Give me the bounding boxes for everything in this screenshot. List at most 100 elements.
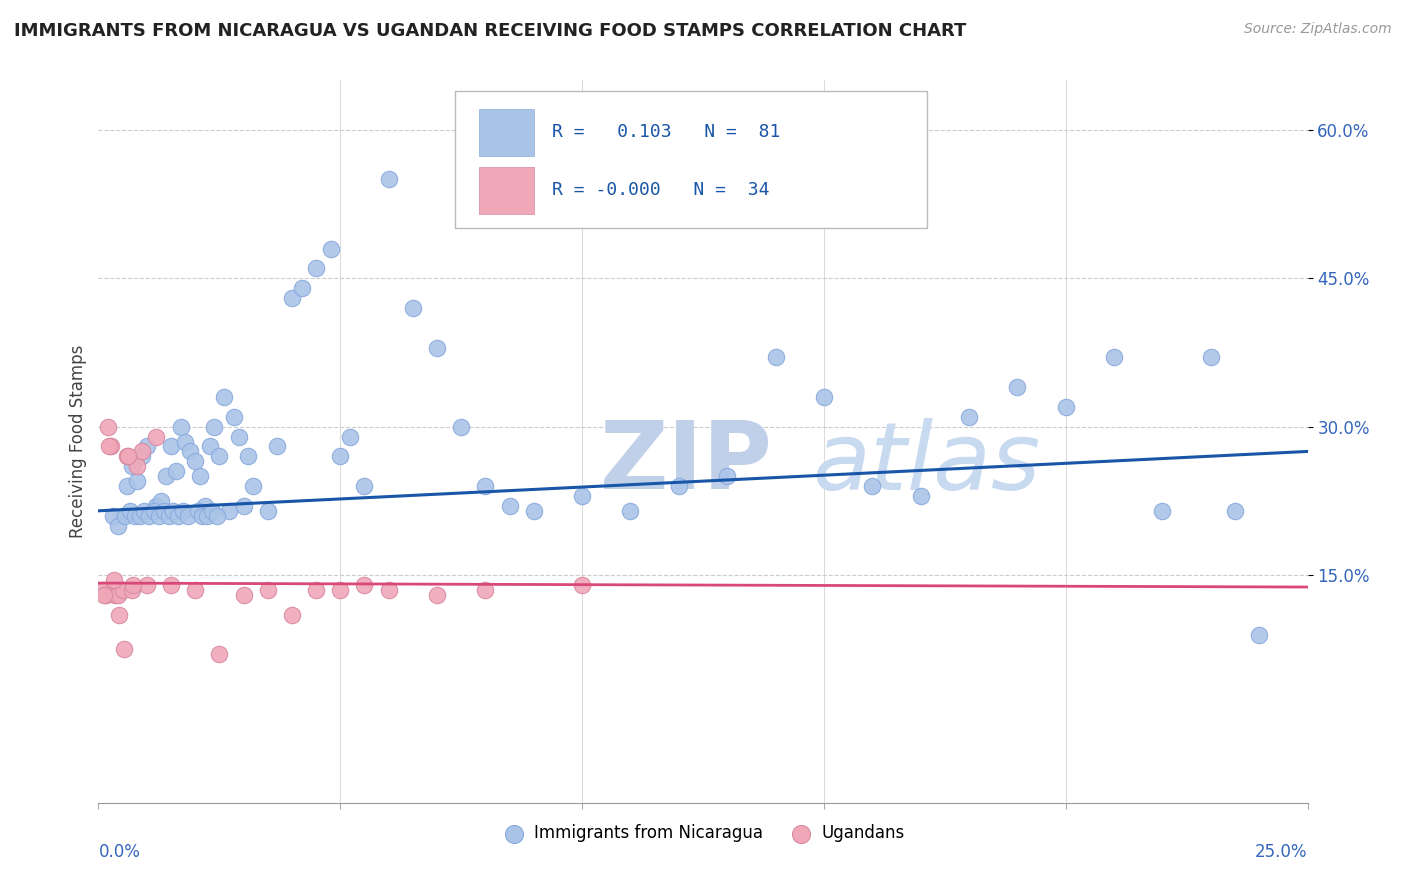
Point bbox=[127, 459, 149, 474]
Point bbox=[1102, 351, 1125, 365]
Point bbox=[97, 419, 120, 434]
Point bbox=[218, 504, 240, 518]
Point bbox=[319, 242, 342, 256]
Point bbox=[157, 508, 180, 523]
Point bbox=[498, 499, 520, 513]
Point bbox=[145, 429, 167, 443]
Point bbox=[281, 291, 304, 305]
Point bbox=[104, 588, 127, 602]
Point bbox=[103, 573, 125, 587]
Point bbox=[131, 444, 153, 458]
Point bbox=[179, 444, 201, 458]
Point bbox=[122, 578, 145, 592]
Point bbox=[117, 450, 139, 464]
Point bbox=[353, 578, 375, 592]
Point bbox=[205, 508, 228, 523]
Text: R = -0.000   N =  34: R = -0.000 N = 34 bbox=[551, 181, 769, 199]
FancyBboxPatch shape bbox=[479, 167, 534, 214]
Point bbox=[160, 578, 183, 592]
Point bbox=[101, 582, 124, 597]
Point bbox=[101, 508, 124, 523]
Point bbox=[281, 607, 304, 622]
FancyBboxPatch shape bbox=[479, 109, 534, 156]
Point bbox=[134, 504, 156, 518]
Point bbox=[1054, 400, 1077, 414]
Point bbox=[208, 450, 231, 464]
Text: Source: ZipAtlas.com: Source: ZipAtlas.com bbox=[1244, 22, 1392, 37]
Point bbox=[195, 508, 218, 523]
Point bbox=[121, 582, 143, 597]
Point bbox=[353, 479, 375, 493]
Point bbox=[135, 578, 157, 592]
Point bbox=[377, 172, 399, 186]
Point bbox=[523, 504, 546, 518]
Point bbox=[138, 508, 160, 523]
Point bbox=[160, 440, 183, 454]
FancyBboxPatch shape bbox=[456, 91, 927, 228]
Text: IMMIGRANTS FROM NICARAGUA VS UGANDAN RECEIVING FOOD STAMPS CORRELATION CHART: IMMIGRANTS FROM NICARAGUA VS UGANDAN REC… bbox=[14, 22, 966, 40]
Point bbox=[150, 494, 173, 508]
Point bbox=[957, 409, 980, 424]
Point bbox=[910, 489, 932, 503]
Point bbox=[194, 499, 217, 513]
Point bbox=[184, 582, 207, 597]
Point bbox=[305, 261, 328, 276]
Point bbox=[91, 582, 114, 597]
Point bbox=[256, 582, 278, 597]
Point bbox=[172, 504, 194, 518]
Point bbox=[377, 582, 399, 597]
Point bbox=[184, 454, 207, 468]
Point bbox=[112, 642, 135, 657]
Point bbox=[668, 479, 690, 493]
Point bbox=[107, 588, 129, 602]
Text: 0.0%: 0.0% bbox=[98, 843, 141, 861]
Point bbox=[1223, 504, 1246, 518]
Point bbox=[187, 504, 209, 518]
Point bbox=[141, 504, 163, 518]
Point bbox=[1007, 380, 1029, 394]
Point bbox=[107, 518, 129, 533]
Point bbox=[94, 588, 117, 602]
Point bbox=[188, 469, 211, 483]
Legend: Immigrants from Nicaragua, Ugandans: Immigrants from Nicaragua, Ugandans bbox=[495, 817, 911, 848]
Point bbox=[450, 419, 472, 434]
Point bbox=[232, 499, 254, 513]
Point bbox=[165, 464, 187, 478]
Point bbox=[191, 508, 214, 523]
Point bbox=[208, 648, 231, 662]
Point bbox=[135, 440, 157, 454]
Point bbox=[860, 479, 883, 493]
Point bbox=[1199, 351, 1222, 365]
Point bbox=[162, 504, 184, 518]
Point bbox=[145, 499, 167, 513]
Point bbox=[232, 588, 254, 602]
Point bbox=[111, 508, 134, 523]
Point bbox=[1152, 504, 1174, 518]
Point bbox=[127, 474, 149, 488]
Text: 25.0%: 25.0% bbox=[1256, 843, 1308, 861]
Point bbox=[474, 479, 496, 493]
Point bbox=[201, 504, 224, 518]
Point bbox=[339, 429, 361, 443]
Point bbox=[118, 504, 141, 518]
Point bbox=[228, 429, 250, 443]
Point bbox=[121, 459, 143, 474]
Point bbox=[402, 301, 425, 315]
Point bbox=[266, 440, 288, 454]
Point bbox=[619, 504, 641, 518]
Point bbox=[813, 390, 835, 404]
Point bbox=[329, 582, 352, 597]
Point bbox=[169, 419, 191, 434]
Point bbox=[111, 582, 134, 597]
Point bbox=[117, 450, 139, 464]
Point bbox=[765, 351, 787, 365]
Point bbox=[242, 479, 264, 493]
Point bbox=[222, 409, 245, 424]
Point bbox=[256, 504, 278, 518]
Point bbox=[177, 508, 200, 523]
Point bbox=[426, 341, 449, 355]
Point bbox=[174, 434, 197, 449]
Y-axis label: Receiving Food Stamps: Receiving Food Stamps bbox=[69, 345, 87, 538]
Point bbox=[114, 508, 136, 523]
Point bbox=[426, 588, 449, 602]
